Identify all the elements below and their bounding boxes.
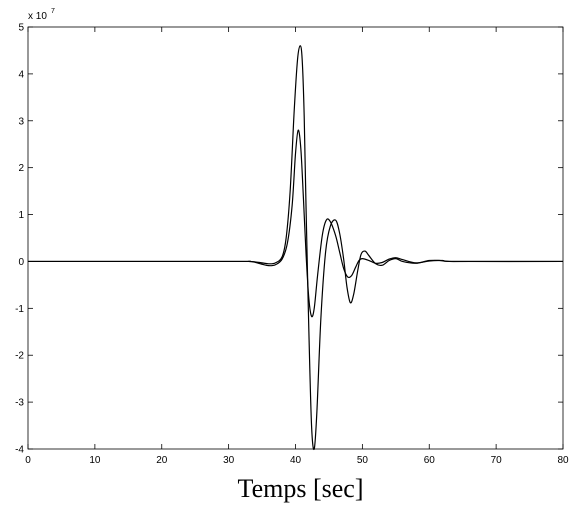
y-tick-label--1: -1	[15, 304, 24, 315]
y-tick-label-0: 0	[18, 257, 24, 268]
y-tick-label-3: 3	[18, 116, 24, 127]
y-tick-label-1: 1	[18, 210, 24, 221]
series-line-2	[28, 45, 564, 451]
y-multiplier-label: x 10	[28, 11, 47, 22]
y-multiplier-exponent: 7	[51, 8, 55, 15]
x-tick-label-50: 50	[357, 455, 369, 466]
axis-ticks: 0 10 20 30 40 50 60 70 80 -4 -3 -2 -1 0 1 2 3 4 5	[15, 23, 569, 467]
y-tick-label--2: -2	[15, 351, 24, 362]
y-tick-label--3: -3	[15, 398, 24, 409]
x-tick-label-0: 0	[25, 455, 31, 466]
y-tick-label-5: 5	[18, 23, 24, 34]
x-tick-label-10: 10	[89, 455, 101, 466]
y-tick-label--4: -4	[15, 445, 24, 456]
x-axis-label: Temps [sec]	[238, 474, 364, 503]
x-tick-label-80: 80	[557, 455, 569, 466]
y-tick-label-2: 2	[18, 163, 24, 174]
y-tick-label-4: 4	[18, 69, 24, 80]
series-line-1	[28, 129, 563, 318]
series-lines	[28, 45, 564, 451]
x-tick-label-60: 60	[424, 455, 436, 466]
x-tick-label-20: 20	[156, 455, 168, 466]
x-tick-label-30: 30	[223, 455, 235, 466]
x-tick-label-70: 70	[491, 455, 503, 466]
x-tick-label-40: 40	[290, 455, 302, 466]
